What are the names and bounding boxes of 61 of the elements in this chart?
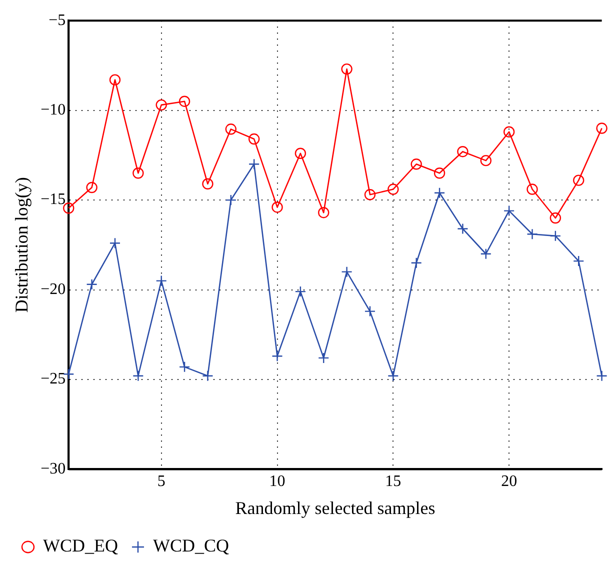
point [480, 248, 492, 260]
point [156, 275, 167, 286]
x-tick-label: 10 [269, 473, 286, 490]
point [550, 230, 562, 242]
point [388, 184, 399, 195]
x-tick-label: 5 [157, 473, 166, 490]
point [248, 133, 260, 145]
point [202, 370, 214, 382]
point [178, 361, 190, 373]
point [573, 174, 584, 186]
x-tick-label: 20 [501, 473, 518, 490]
y-tick-label: −5 [48, 12, 66, 29]
point [526, 184, 538, 195]
point [503, 126, 515, 138]
point [156, 99, 167, 111]
point [318, 207, 330, 218]
y-tick-label: −15 [40, 191, 66, 208]
point [457, 223, 468, 234]
point [225, 194, 236, 206]
legend-label: WCD_EQ [43, 536, 118, 556]
x-tick-label: 15 [385, 473, 402, 490]
y-tick-label: −20 [40, 280, 66, 298]
point [272, 202, 283, 213]
point [503, 205, 515, 216]
point [63, 202, 74, 214]
y-tick-label: −10 [40, 102, 66, 119]
point [550, 212, 562, 224]
legend-label: WCD_CQ [152, 536, 229, 556]
y-tick-label: −30 [40, 460, 66, 478]
point [573, 255, 584, 267]
point [526, 228, 538, 240]
point [410, 158, 422, 170]
point [248, 158, 260, 170]
point [341, 63, 352, 75]
point [294, 148, 306, 159]
y-tick-label: −25 [40, 370, 66, 388]
point [132, 370, 144, 382]
point [109, 74, 121, 86]
point [434, 187, 446, 198]
point [86, 278, 98, 290]
point [341, 266, 352, 278]
y-axis-title: Distribution log(y) [12, 177, 32, 313]
point [596, 370, 608, 382]
point [202, 178, 214, 190]
point [272, 350, 283, 362]
point [596, 122, 608, 134]
point [294, 286, 306, 298]
x-axis-title: Randomly selected samples [235, 498, 436, 518]
point [480, 154, 492, 166]
point [457, 146, 468, 158]
point [364, 306, 376, 317]
point [86, 182, 98, 194]
point [178, 96, 190, 107]
point [434, 168, 446, 179]
point [388, 370, 399, 382]
point [364, 189, 376, 200]
point [109, 238, 121, 249]
point [410, 257, 422, 268]
point [225, 124, 236, 135]
point [132, 168, 144, 179]
point [318, 352, 330, 364]
